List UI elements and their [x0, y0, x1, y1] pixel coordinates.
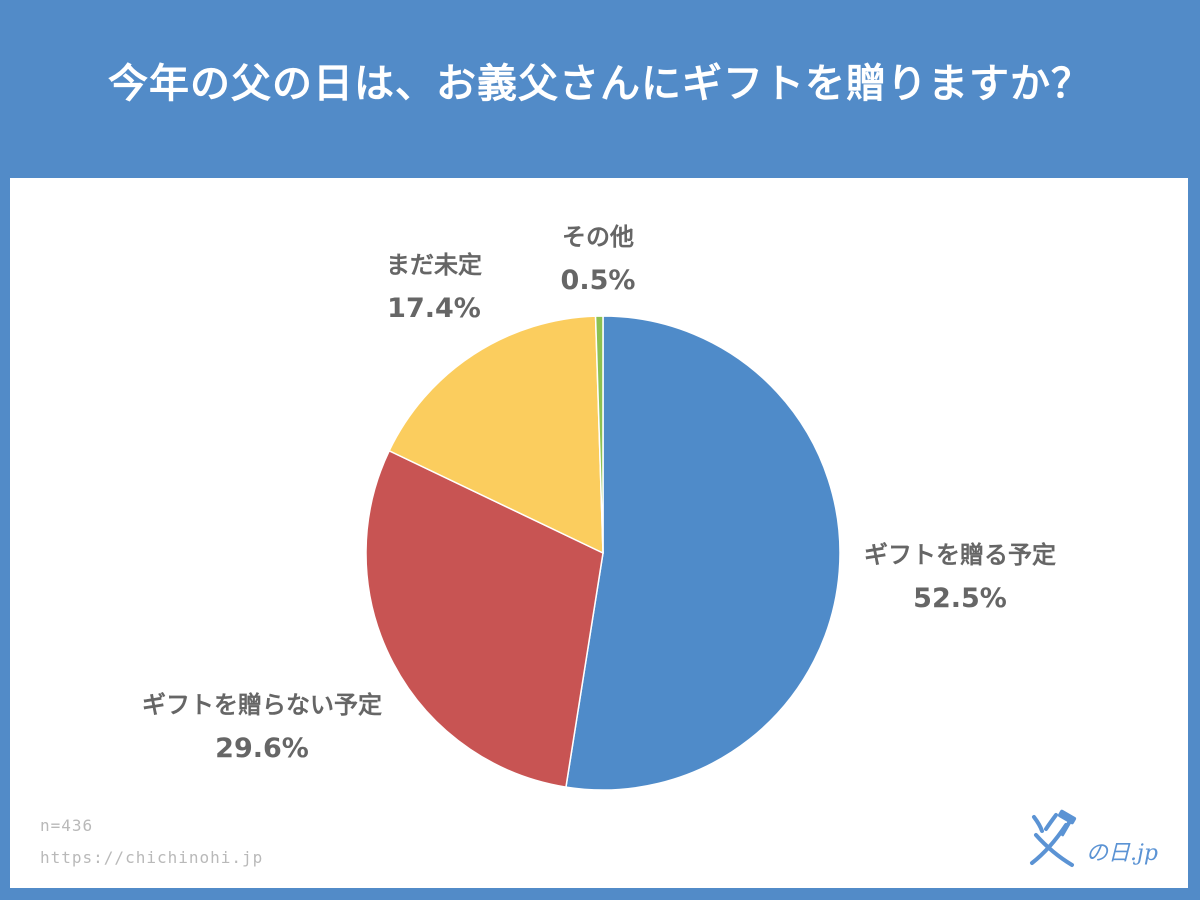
pie-labels: ギフトを贈る予定 52.5% ギフトを贈らない予定 29.6% まだ未定 17.4% その他… [142, 223, 1056, 764]
chichinohi-logo: の日.jp [1020, 805, 1170, 875]
father-kanji-logo-icon [1030, 809, 1077, 867]
pie-slice [365, 449, 604, 788]
slice-label: ギフトを贈らない予定 [142, 691, 382, 719]
slice-value-label: 0.5% [561, 265, 636, 296]
source-url: https://chichinohi.jp [40, 848, 264, 867]
pie-slice [594, 315, 604, 554]
logo-text: の日.jp [1086, 841, 1158, 866]
slice-label: ギフトを贈る予定 [864, 541, 1056, 569]
pie-slices [365, 315, 841, 791]
slice-value-label: 29.6% [215, 733, 309, 764]
pie-slice [565, 315, 841, 791]
sample-size: n=436 [40, 816, 94, 835]
title-bar: 今年の父の日は、お義父さんにギフトを贈りますか？ [0, 0, 1200, 178]
pie-slice [388, 315, 604, 555]
slice-label: その他 [562, 223, 634, 251]
slice-label: まだ未定 [386, 251, 482, 279]
slice-value-label: 52.5% [913, 583, 1007, 614]
slice-value-label: 17.4% [387, 293, 481, 324]
chart-title: 今年の父の日は、お義父さんにギフトを贈りますか？ [108, 61, 1092, 107]
